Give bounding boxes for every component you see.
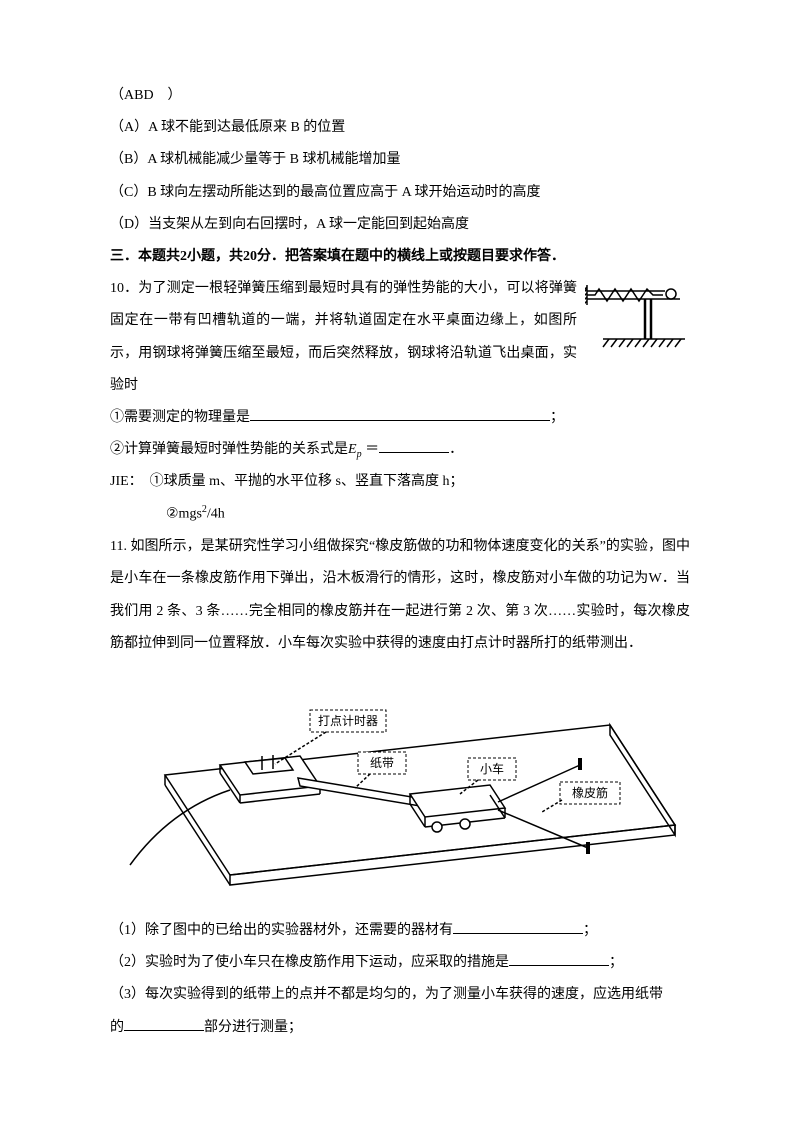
q11-sub1-trail: ； (583, 923, 597, 938)
q10-sub1: ①需要测定的物理量是 ； (110, 402, 690, 434)
label-band: 橡皮筋 (572, 785, 608, 800)
q11-sub1-text: （1）除了图中的已给出的实验器材外，还需要的器材有 (110, 923, 453, 938)
label-cart: 小车 (480, 761, 504, 776)
jie-label: JIE： (110, 474, 136, 489)
jie1-text: ①球质量 m、平抛的水平位移 s、竖直下落高度 h； (150, 474, 464, 489)
blank-field[interactable] (453, 920, 583, 934)
section-3-heading: 三．本题共2小题，共20分．把答案填在题中的横线上或按题目要求作答． (110, 241, 690, 273)
q9-option-a: （A）A 球不能到达最低原来 B 的位置 (110, 112, 690, 144)
blank-field[interactable] (124, 1017, 204, 1031)
q10-formula-E: E (348, 442, 357, 457)
q10-sub2-prefix: ②计算弹簧最短时弹性势能的关系式是 (110, 442, 348, 457)
q10-jie2: ②mgs2/4h (110, 498, 690, 531)
q11-sub3b-suffix: 部分进行测量； (204, 1020, 302, 1035)
jie2-prefix: ②mgs (166, 507, 202, 522)
q9-option-b: （B）A 球机械能减少量等于 B 球机械能增加量 (110, 144, 690, 176)
q9-option-c: （C）B 球向左摆动所能达到的最高位置应高于 A 球开始运动时的高度 (110, 177, 690, 209)
blank-field[interactable] (250, 407, 550, 421)
q11-sub2: （2）实验时为了使小车只在橡皮筋作用下运动，应采取的措施是 ； (110, 947, 690, 979)
label-tape: 纸带 (370, 756, 394, 770)
q11-sub3b: 的 部分进行测量； (110, 1012, 690, 1044)
q9-answer: （ABD ） (110, 80, 690, 112)
q10-sub2-trail: ． (449, 442, 463, 457)
q11-sub3b-prefix: 的 (110, 1020, 124, 1035)
q11-sub2-text: （2）实验时为了使小车只在橡皮筋作用下运动，应采取的措施是 (110, 955, 509, 970)
blank-field[interactable] (509, 952, 609, 966)
q10-sub2: ②计算弹簧最短时弹性势能的关系式是Ep ＝． (110, 434, 690, 466)
q11-sub2-trail: ； (609, 955, 623, 970)
q10-figure (585, 277, 690, 367)
label-ticker: 打点计时器 (318, 714, 378, 728)
q10-sub1-label: ①需要测定的物理量是 (110, 410, 250, 425)
q11-diagram: 打点计时器 纸带 小车 橡皮筋 (110, 670, 690, 895)
q10-jie1: JIE： ①球质量 m、平抛的水平位移 s、竖直下落高度 h； (110, 466, 690, 498)
blank-field[interactable] (379, 439, 449, 453)
q11-sub1: （1）除了图中的已给出的实验器材外，还需要的器材有 ； (110, 915, 690, 947)
jie2-suffix: /4h (207, 507, 225, 522)
q9-option-d: （D）当支架从左到向右回摆时，A 球一定能回到起始高度 (110, 209, 690, 241)
q11-sub3a: （3）每次实验得到的纸带上的点并不都是均匀的，为了测量小车获得的速度，应选用纸带 (110, 979, 690, 1011)
q11-paragraph: 11. 如图所示，是某研究性学习小组做探究“橡皮筋做的功和物体速度变化的关系”的… (110, 531, 690, 660)
q10-eq: ＝ (362, 442, 380, 457)
q10-sub1-trail: ； (550, 410, 564, 425)
